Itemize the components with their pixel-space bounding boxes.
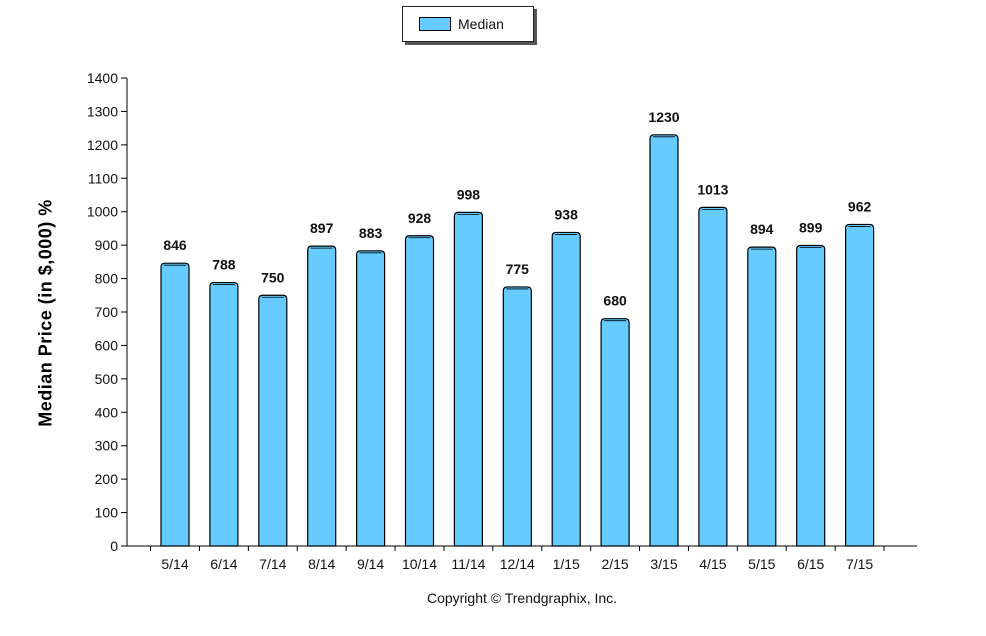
y-tick-label: 300 [95, 438, 119, 454]
bar-value-label: 938 [555, 206, 579, 222]
y-tick-label: 700 [95, 304, 119, 320]
legend-label-median: Median [458, 16, 504, 32]
bar-value-label: 883 [359, 225, 383, 241]
bar [404, 235, 435, 547]
x-tick-label: 6/15 [797, 556, 824, 572]
bar [453, 211, 483, 547]
bar [356, 250, 386, 547]
y-tick-label: 1300 [87, 103, 118, 119]
bar [649, 134, 679, 547]
y-tick-label: 800 [95, 271, 119, 287]
x-tick-label: 1/15 [553, 556, 580, 572]
legend: Median [402, 6, 534, 42]
y-tick-label: 600 [95, 337, 119, 353]
bar-value-label: 750 [261, 269, 285, 285]
x-tick-label: 9/14 [357, 556, 384, 572]
bar-value-label: 788 [212, 257, 236, 273]
bar [698, 206, 728, 547]
x-axis: 5/14 6/14 7/14 8/14 9/14 10/14 11/14 12/14 1/15 2… [127, 545, 917, 572]
bar [160, 262, 190, 547]
y-tick-label: 1400 [87, 70, 118, 86]
x-tick-label: 5/14 [161, 556, 188, 572]
copyright-text: Copyright © Trendgraphix, Inc. [426, 590, 618, 606]
y-tick-label: 900 [95, 237, 119, 253]
bar [258, 294, 288, 547]
x-tick-label: 10/14 [402, 556, 437, 572]
bar [307, 245, 337, 547]
bars [160, 134, 875, 547]
x-tick-label: 7/14 [259, 556, 286, 572]
bar [209, 281, 239, 547]
bar-value-label: 899 [799, 219, 823, 235]
legend-swatch-median [419, 17, 451, 31]
bar [502, 286, 532, 547]
bar-value-label: 897 [310, 220, 334, 236]
y-tick-label: 100 [95, 505, 119, 521]
value-labels: 846 788 750 897 883 928 998 775 938 680 1230 1013 89… [163, 109, 871, 309]
bar-value-label: 846 [163, 237, 187, 253]
x-tick-label: 3/15 [650, 556, 677, 572]
y-tick-label: 1200 [87, 137, 118, 153]
bar-value-label: 680 [603, 293, 627, 309]
bar-value-label: 962 [848, 198, 872, 214]
x-tick-label: 4/15 [699, 556, 726, 572]
bar [845, 223, 875, 547]
bar [551, 231, 581, 547]
y-tick-label: 0 [110, 538, 118, 554]
bar-value-label: 1013 [697, 181, 728, 197]
bar-value-label: 1230 [648, 109, 679, 125]
bar-value-label: 928 [408, 210, 432, 226]
y-tick-label: 500 [95, 371, 119, 387]
bar [600, 318, 630, 547]
bar-value-label: 894 [750, 221, 774, 237]
x-tick-label: 2/15 [601, 556, 628, 572]
y-tick-label: 200 [95, 471, 119, 487]
x-tick-label: 11/14 [451, 556, 485, 572]
y-axis-title: Median Price (in $,000) % [35, 199, 56, 427]
bar [747, 246, 777, 547]
y-axis: 0 100 200 300 400 500 600 700 800 900 1000 1100 1200… [87, 70, 128, 554]
x-tick-label: 5/15 [748, 556, 775, 572]
y-tick-label: 1000 [87, 204, 118, 220]
bar [796, 244, 826, 547]
bar-value-label: 775 [506, 261, 530, 277]
bar-value-label: 998 [457, 186, 481, 202]
y-tick-label: 1100 [88, 170, 118, 186]
x-tick-label: 8/14 [308, 556, 335, 572]
x-tick-label: 12/14 [500, 556, 535, 572]
x-tick-label: 7/15 [846, 556, 873, 572]
y-tick-label: 400 [95, 404, 119, 420]
x-tick-label: 6/14 [210, 556, 237, 572]
